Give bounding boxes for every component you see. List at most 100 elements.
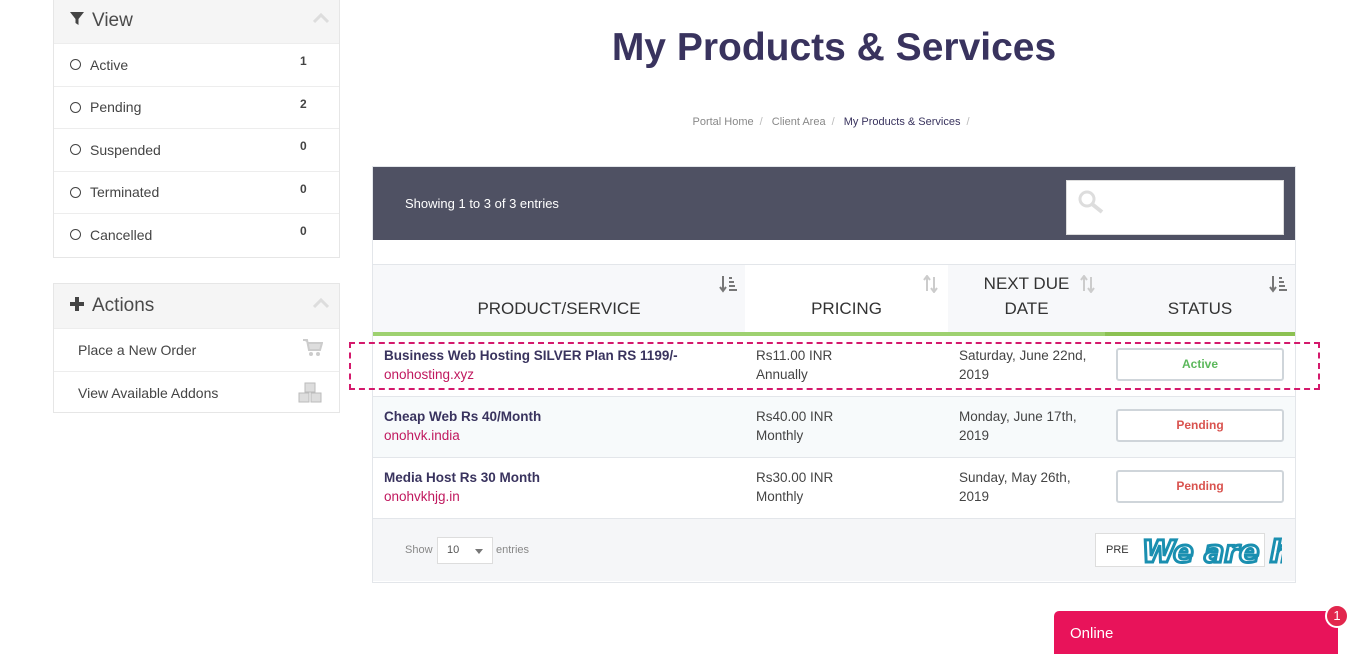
due-date-year: 2019 [959,428,990,443]
product-name: Media Host Rs 30 Month [384,470,541,485]
column-header-product[interactable]: PRODUCT/SERVICE [373,265,745,336]
chat-status-label: Online [1070,625,1114,642]
view-item-label: Active [90,56,129,73]
entries-label: entries [496,544,530,556]
actions-panel-header[interactable]: Actions [54,284,339,328]
chat-online-bar[interactable]: Online [1054,611,1338,654]
view-item-count: 0 [300,139,307,153]
pagination[interactable]: PRE [1095,533,1265,567]
due-date-year: 2019 [959,489,990,504]
product-domain: onohvk.india [384,428,460,443]
column-header-label: PRICING [811,299,882,318]
table-spacer [373,240,1295,265]
view-item-label: Terminated [90,184,160,201]
cubes-icon [297,382,323,407]
product-cell: Cheap Web Rs 40/Month onohvk.india [373,397,745,457]
view-item-label: Cancelled [90,226,153,243]
chevron-up-icon[interactable] [312,11,330,29]
search-icon [1077,189,1105,220]
radio-icon[interactable] [70,229,81,241]
column-header-next-due-date[interactable]: NEXT DUE DATE [948,265,1105,336]
billing-cycle: Annually [756,367,808,382]
column-header-status[interactable]: STATUS [1105,265,1295,336]
view-item-suspended[interactable]: Suspended 0 [54,128,339,171]
status-cell: Active [1105,336,1295,396]
entries-length-select[interactable]: 10 [437,537,493,564]
action-label: Place a New Order [78,342,197,358]
view-panel-header[interactable]: View [54,0,339,43]
view-item-count: 1 [300,54,307,68]
status-badge: Pending [1116,409,1284,442]
due-date-cell: Monday, June 17th, 2019 [948,397,1105,457]
view-item-terminated[interactable]: Terminated 0 [54,170,339,214]
billing-cycle: Monthly [756,489,804,504]
search-input[interactable] [1066,180,1284,235]
we-are-here-banner[interactable]: We are here! [1112,522,1349,612]
column-header-label: NEXT DUE DATE [983,274,1070,318]
breadcrumb: Portal Home / Client Area / My Products & … [692,116,970,128]
sort-desc-icon[interactable] [1269,275,1287,300]
pricing-cell: Rs40.00 INR Monthly [745,397,948,457]
filter-icon [70,11,84,31]
column-header-pricing[interactable]: PRICING [745,265,948,336]
table-footer: Show 10 entries PRE [373,519,1295,581]
radio-icon[interactable] [70,59,81,71]
view-panel-title: View [92,10,133,31]
due-date-cell: Saturday, June 22nd, 2019 [948,336,1105,396]
product-domain: onohosting.xyz [384,367,475,382]
view-item-count: 2 [300,96,307,111]
sort-icon[interactable] [1079,274,1097,300]
view-item-cancelled[interactable]: Cancelled 0 [54,213,339,256]
sort-icon[interactable] [922,274,940,300]
radio-icon[interactable] [70,101,81,113]
table-row[interactable]: Business Web Hosting SILVER Plan RS 1199… [373,336,1295,397]
billing-cycle: Monthly [756,428,804,443]
caret-down-icon [475,549,483,554]
view-item-label: Suspended [90,141,161,158]
status-cell: Pending [1105,458,1295,518]
column-header-label: PRODUCT/SERVICE [477,299,641,318]
view-item-pending[interactable]: Pending 2 [54,85,339,129]
place-new-order-link[interactable]: Place a New Order [54,328,339,371]
product-cell: Media Host Rs 30 Month onohvkhjg.in [373,458,745,518]
column-header-label: STATUS [1167,299,1233,318]
we-are-here-text: We are here! [1142,535,1282,570]
due-date-line: Sunday, May 26th, [959,470,1071,485]
price: Rs11.00 INR [756,348,833,363]
breadcrumb-portal-home[interactable]: Portal Home [692,116,754,128]
plus-icon [70,296,84,316]
status-cell: Pending [1105,397,1295,457]
pricing-cell: Rs11.00 INR Annually [745,336,948,396]
radio-icon[interactable] [70,144,81,156]
breadcrumb-current: My Products & Services [843,116,961,128]
status-badge: Pending [1116,470,1284,503]
view-item-count: 0 [300,181,307,196]
price: Rs30.00 INR [756,470,834,485]
table-row[interactable]: Media Host Rs 30 Month onohvkhjg.in Rs30… [373,458,1295,519]
status-badge: Active [1116,348,1284,381]
products-table: Showing 1 to 3 of 3 entries PRODUCT/SERV… [372,166,1296,583]
actions-panel: Actions Place a New Order View Available… [53,283,340,413]
chevron-up-icon[interactable] [312,296,330,314]
show-label: Show [405,544,433,556]
breadcrumb-client-area[interactable]: Client Area [771,116,826,128]
radio-icon[interactable] [70,186,81,198]
view-available-addons-link[interactable]: View Available Addons [54,371,339,414]
view-filter-panel: View Active 1 Pending 2 Suspended 0 Term… [53,0,340,258]
view-item-count: 0 [300,224,307,238]
previous-page-button[interactable]: PRE [1106,544,1129,556]
product-name: Business Web Hosting SILVER Plan RS 1199… [384,348,678,363]
due-date-year: 2019 [959,367,990,382]
product-cell: Business Web Hosting SILVER Plan RS 1199… [373,336,745,396]
table-toolbar: Showing 1 to 3 of 3 entries [373,167,1295,240]
table-row[interactable]: Cheap Web Rs 40/Month onohvk.india Rs40.… [373,397,1295,458]
entries-length-value: 10 [447,544,460,556]
due-date-line: Saturday, June 22nd, [959,348,1087,363]
showing-entries-text: Showing 1 to 3 of 3 entries [405,196,559,211]
cart-icon [303,339,324,360]
table-header: PRODUCT/SERVICE PRICING NEXT DUE DATE ST… [373,265,1295,336]
sort-desc-icon[interactable] [719,275,737,300]
chat-notification-badge: 1 [1325,604,1349,628]
view-item-active[interactable]: Active 1 [54,43,339,86]
page-title: My Products & Services [611,26,1057,69]
